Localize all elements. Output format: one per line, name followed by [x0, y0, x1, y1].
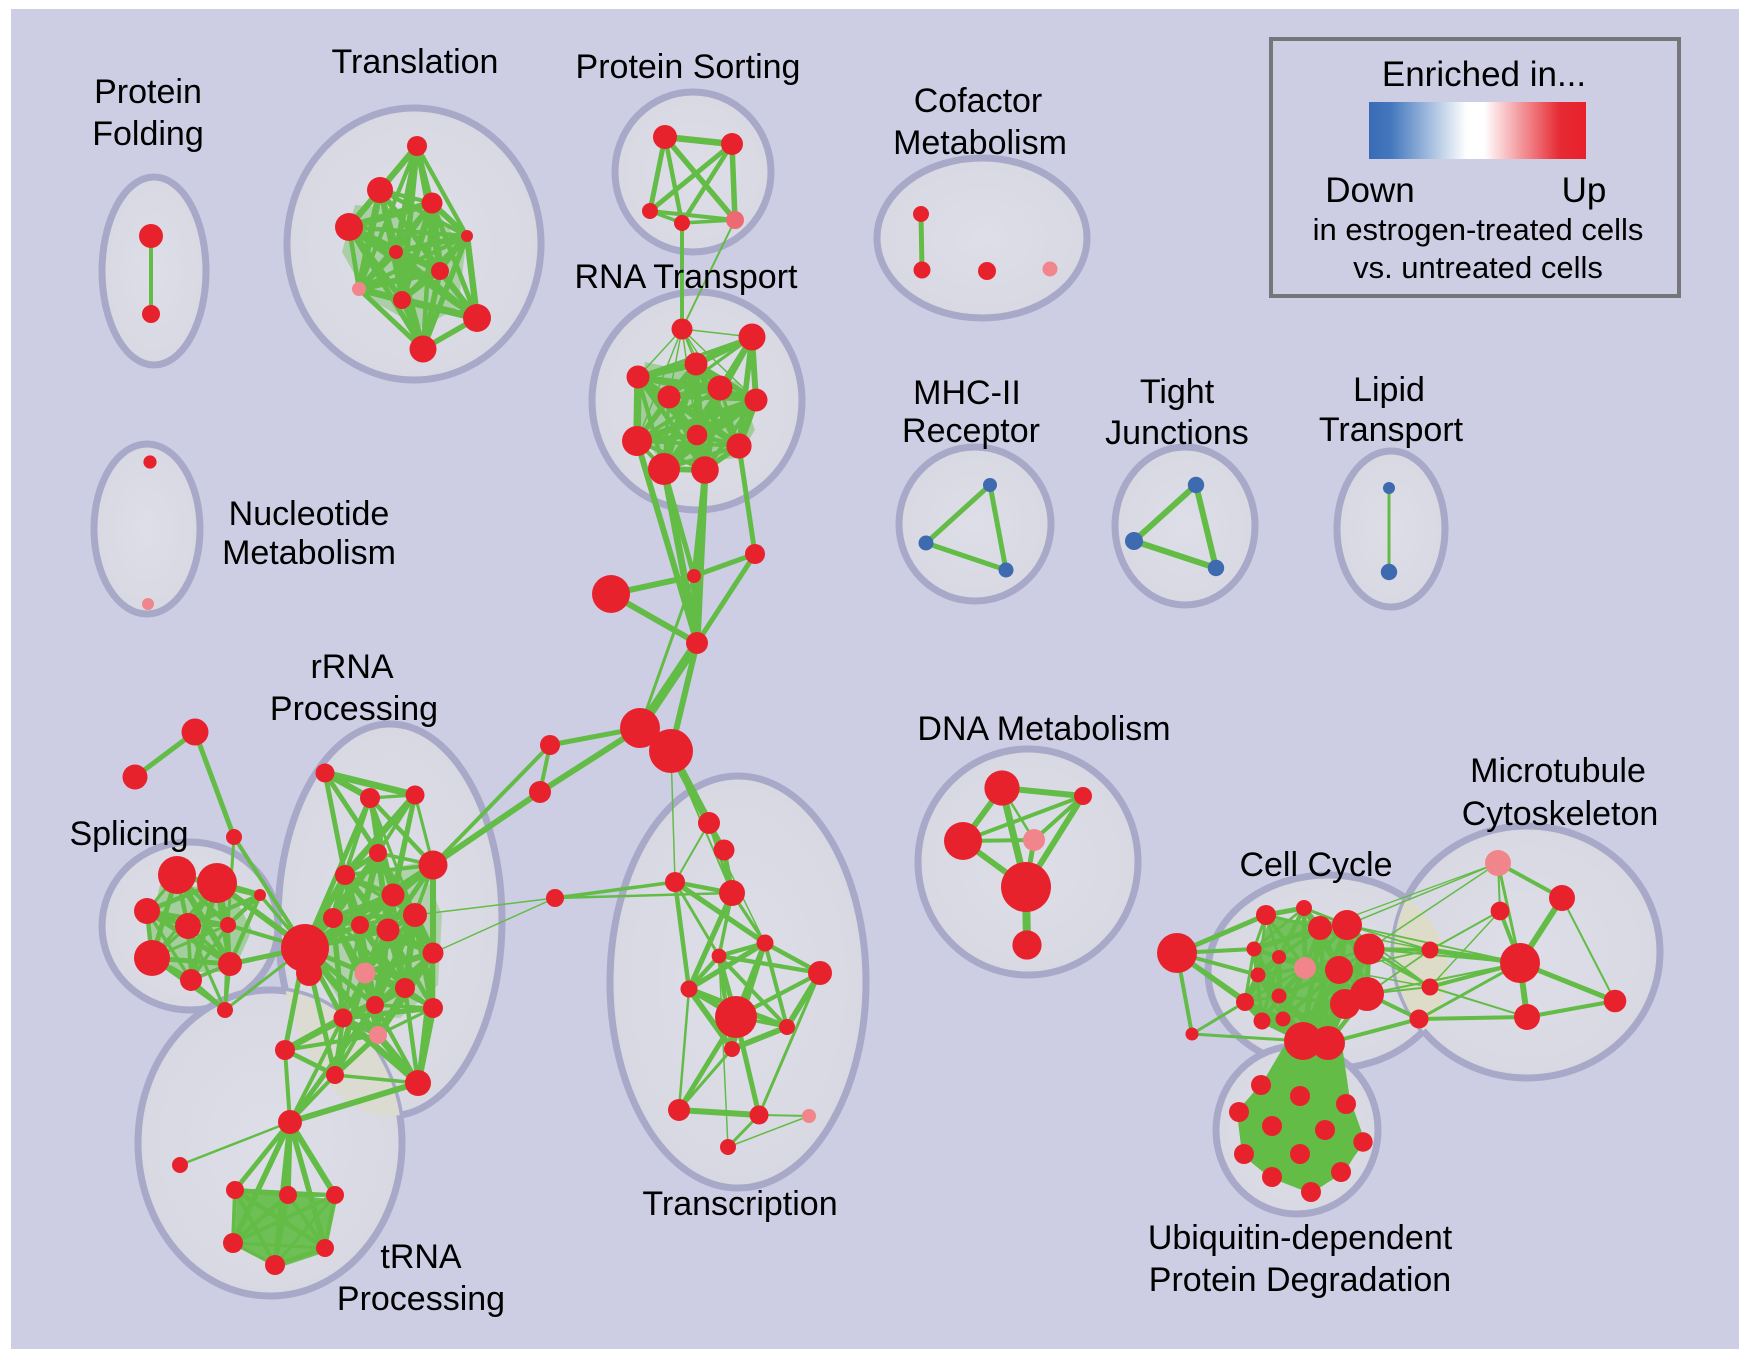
svg-text:Lipid: Lipid — [1353, 371, 1425, 409]
svg-text:Cytoskeleton: Cytoskeleton — [1462, 795, 1659, 833]
svg-text:Protein: Protein — [94, 73, 202, 111]
svg-text:Metabolism: Metabolism — [222, 534, 396, 572]
svg-text:Protein Degradation: Protein Degradation — [1149, 1261, 1451, 1299]
svg-text:rRNA: rRNA — [310, 648, 393, 686]
svg-text:Nucleotide: Nucleotide — [229, 495, 390, 533]
svg-text:Transcription: Transcription — [642, 1185, 837, 1223]
svg-text:Translation: Translation — [332, 43, 499, 81]
svg-text:Processing: Processing — [337, 1280, 505, 1318]
svg-text:Cell Cycle: Cell Cycle — [1239, 846, 1392, 884]
svg-text:MHC-II: MHC-II — [913, 374, 1021, 412]
svg-text:Transport: Transport — [1319, 411, 1464, 449]
svg-text:RNA Transport: RNA Transport — [575, 258, 799, 296]
svg-text:Junctions: Junctions — [1105, 414, 1249, 452]
svg-text:Ubiquitin-dependent: Ubiquitin-dependent — [1148, 1219, 1453, 1257]
svg-text:Splicing: Splicing — [69, 815, 188, 853]
svg-text:Up: Up — [1562, 171, 1607, 210]
svg-text:DNA Metabolism: DNA Metabolism — [917, 710, 1170, 748]
svg-text:Tight: Tight — [1140, 373, 1215, 411]
svg-text:Protein Sorting: Protein Sorting — [576, 48, 801, 86]
svg-text:Down: Down — [1325, 171, 1414, 210]
svg-text:Enriched in...: Enriched in... — [1382, 55, 1586, 94]
svg-text:Processing: Processing — [270, 690, 438, 728]
svg-text:Receptor: Receptor — [902, 412, 1040, 450]
svg-text:Metabolism: Metabolism — [893, 124, 1067, 162]
svg-text:vs. untreated cells: vs. untreated cells — [1353, 250, 1603, 285]
svg-text:Folding: Folding — [92, 115, 204, 153]
svg-text:in estrogen-treated cells: in estrogen-treated cells — [1313, 212, 1644, 247]
svg-text:tRNA: tRNA — [380, 1238, 462, 1276]
svg-text:Cofactor: Cofactor — [914, 82, 1043, 120]
svg-text:Microtubule: Microtubule — [1470, 752, 1646, 790]
